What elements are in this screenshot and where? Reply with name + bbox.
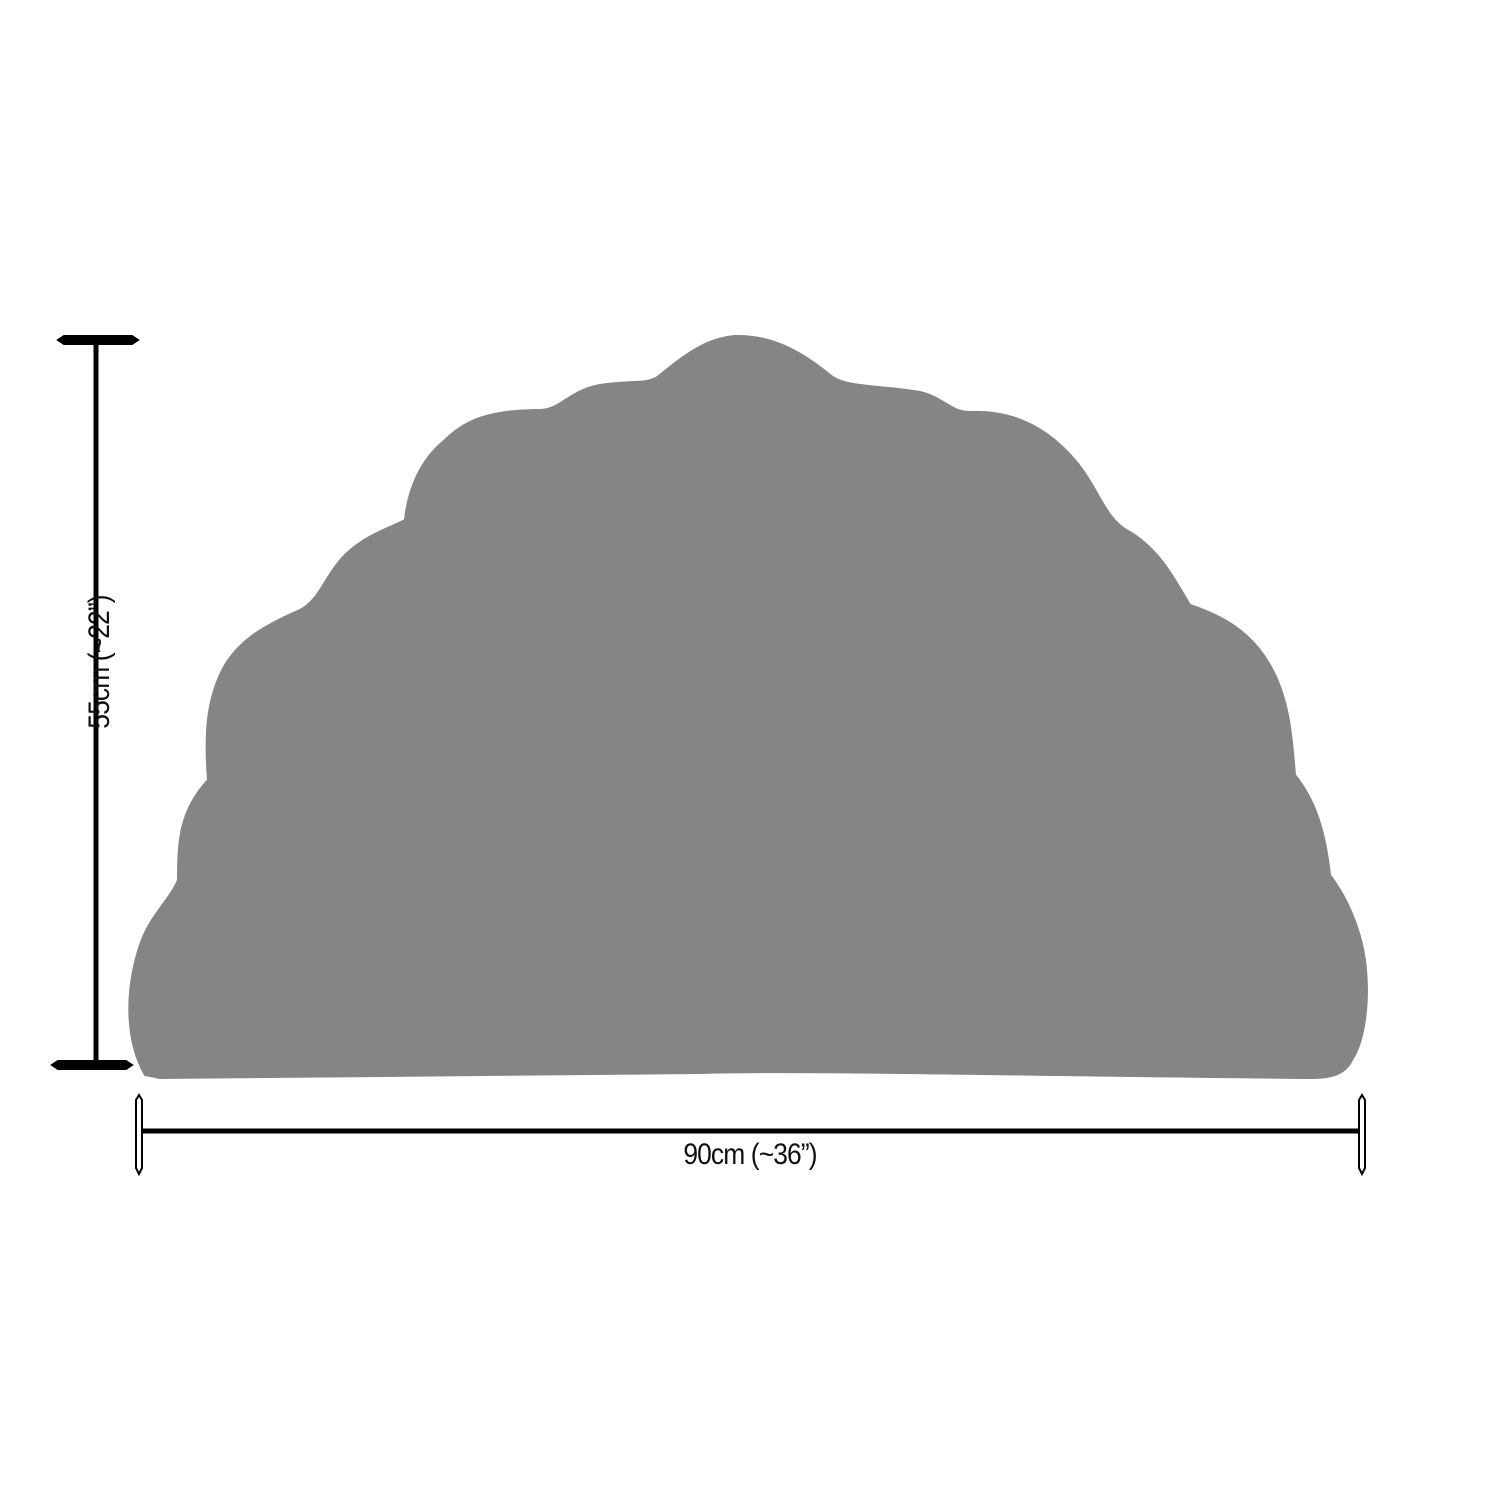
width-left-cap [135,1093,143,1177]
height-label: 55cm (~22”) [83,595,116,729]
width-right-cap [1358,1093,1366,1177]
height-bottom-cap [50,1060,134,1070]
width-label: 90cm (~36”) [683,1138,817,1171]
scalloped-half-moon-shape [128,334,1368,1079]
height-top-cap [56,335,140,345]
